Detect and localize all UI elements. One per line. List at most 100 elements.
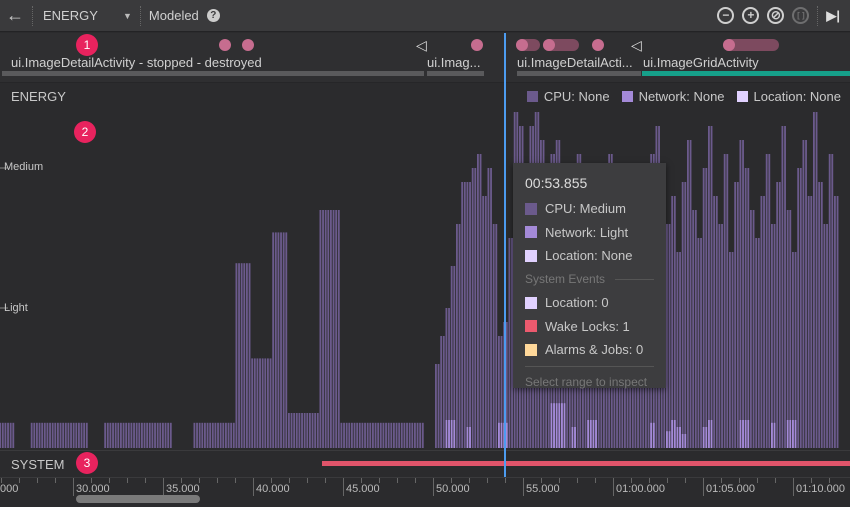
event-dot[interactable] <box>219 39 231 51</box>
chevron-down-icon[interactable]: ▼ <box>123 10 132 21</box>
axis-tick <box>55 478 56 483</box>
cpu-bar <box>64 422 67 448</box>
back-triangle-icon[interactable]: ◁ <box>416 37 427 53</box>
cpu-bar <box>466 182 469 448</box>
horizontal-scrollbar[interactable] <box>76 495 200 503</box>
cpu-bar <box>201 422 204 448</box>
cpu-bar <box>162 422 164 448</box>
axis-tick <box>703 478 704 496</box>
network-bar <box>650 422 653 448</box>
cpu-bar <box>747 168 750 448</box>
question-circle-icon[interactable]: ? <box>206 9 220 22</box>
cpu-bar <box>314 413 317 448</box>
axis-tick <box>181 478 182 483</box>
network-bar <box>739 420 742 448</box>
cpu-bar <box>474 168 477 448</box>
activity-bar[interactable] <box>642 71 850 76</box>
energy-chart[interactable] <box>0 110 850 450</box>
cpu-bar <box>214 422 217 448</box>
cpu-bar <box>135 422 138 448</box>
cpu-bar <box>718 224 721 448</box>
location-swatch <box>525 249 537 262</box>
axis-label: 01:10.000 <box>796 483 845 495</box>
cpu-bar <box>713 196 716 448</box>
legend-label: Location: None <box>753 89 841 104</box>
event-dot[interactable] <box>242 39 254 51</box>
network-bar <box>792 420 794 448</box>
cpu-bar <box>692 210 695 448</box>
back-triangle-icon[interactable]: ◁ <box>631 37 642 53</box>
tooltip-row-location: Location: None <box>525 244 654 268</box>
axis-tick <box>739 478 740 483</box>
network-bar <box>589 420 592 448</box>
network-bar <box>652 422 655 448</box>
cpu-bar <box>752 210 755 448</box>
event-pill[interactable] <box>723 39 779 51</box>
axis-tick <box>415 478 416 483</box>
divider <box>139 5 141 26</box>
cpu-bar <box>828 154 831 448</box>
activity-bar[interactable] <box>2 71 424 76</box>
cpu-bar <box>332 210 335 448</box>
axis-tick <box>505 478 506 483</box>
cpu-bar <box>461 182 464 448</box>
network-swatch <box>621 91 633 102</box>
cpu-bar <box>133 422 135 448</box>
cpu-bar <box>253 358 256 448</box>
cpu-bar <box>272 232 275 448</box>
cpu-bar <box>374 422 377 448</box>
y-label-light: Light <box>4 302 28 314</box>
cpu-bar <box>12 422 15 448</box>
cpu-bar <box>301 413 303 448</box>
activity-label: ui.ImageDetailActivity - stopped - destr… <box>11 55 262 70</box>
event-dot[interactable] <box>516 39 528 51</box>
skip-to-end-icon[interactable]: ▶| <box>826 7 840 23</box>
plus-circle-icon[interactable]: + <box>742 7 760 24</box>
event-dot[interactable] <box>592 39 604 51</box>
cpu-bar <box>484 196 487 448</box>
cpu-bar <box>810 196 813 448</box>
cpu-bar <box>261 358 264 448</box>
cpu-bar <box>358 422 361 448</box>
network-bar <box>574 427 576 448</box>
cpu-bar <box>666 224 668 448</box>
cpu-bar <box>710 126 713 448</box>
profiler-select[interactable]: ENERGY <box>43 8 98 23</box>
event-dot[interactable] <box>543 39 555 51</box>
cpu-bar <box>477 154 479 448</box>
cpu-bar <box>83 422 86 448</box>
axis-label: 30.000 <box>76 483 110 495</box>
wake-lock-bar[interactable] <box>322 461 850 466</box>
cpu-bar <box>146 422 149 448</box>
energy-tooltip: 00:53.855 CPU: Medium Network: Light Loc… <box>513 163 666 389</box>
minus-circle-icon[interactable]: − <box>717 7 735 24</box>
axis-tick <box>235 478 236 483</box>
tooltip-time: 00:53.855 <box>525 175 588 191</box>
cpu-bar <box>702 168 705 448</box>
cpu-bar <box>311 413 314 448</box>
cpu-bar <box>736 182 739 448</box>
cpu-bar <box>393 422 395 448</box>
system-track: SYSTEM <box>0 450 850 477</box>
cpu-bar <box>240 263 243 448</box>
tooltip-label: Alarms & Jobs: 0 <box>545 342 644 358</box>
cpu-bar <box>343 422 345 448</box>
network-bar <box>450 420 453 448</box>
cpu-bar <box>708 126 710 448</box>
reset-circle-icon[interactable]: ⊘ <box>767 7 785 24</box>
cpu-bar <box>729 252 731 448</box>
legend-item-cpu: CPU: None <box>526 89 610 104</box>
cpu-bar <box>511 238 513 448</box>
cpu-bar <box>387 422 390 448</box>
back-button[interactable]: ← <box>6 5 24 25</box>
tooltip-event-location: Location: 0 <box>525 291 654 315</box>
axis-label: 40.000 <box>256 483 290 495</box>
activity-bar[interactable] <box>517 71 641 76</box>
event-dot[interactable] <box>723 39 735 51</box>
event-dot[interactable] <box>471 39 483 51</box>
cpu-bar <box>251 358 254 448</box>
activity-bar[interactable] <box>427 71 484 76</box>
cpu-bar <box>834 196 836 448</box>
cpu-bar <box>505 322 508 448</box>
brackets-icon[interactable]: [ ] <box>792 7 810 24</box>
